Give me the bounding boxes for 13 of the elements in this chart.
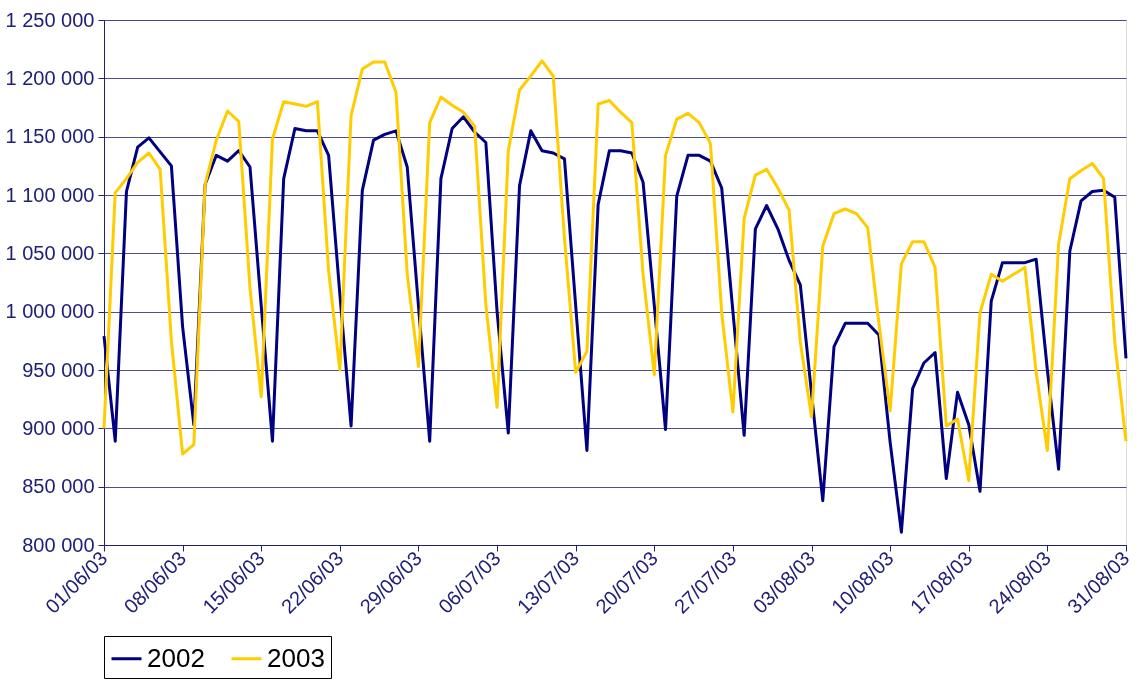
y-tick-label: 950 000	[22, 358, 95, 381]
line-series	[102, 59, 1128, 483]
y-tick-label: 1 100 000	[5, 183, 95, 206]
y-tick-label: 900 000	[22, 416, 95, 439]
legend-label: 2003	[267, 642, 325, 673]
y-tick-label: 1 250 000	[5, 8, 95, 31]
y-tick-label: 1 000 000	[5, 300, 95, 323]
y-tick-label: 1 050 000	[5, 241, 95, 264]
y-tick-label: 850 000	[22, 475, 95, 498]
legend-label: 2002	[147, 642, 205, 673]
y-tick-label: 1 150 000	[5, 125, 95, 148]
line-series	[102, 115, 1128, 534]
y-tick-label: 1 200 000	[5, 66, 95, 89]
